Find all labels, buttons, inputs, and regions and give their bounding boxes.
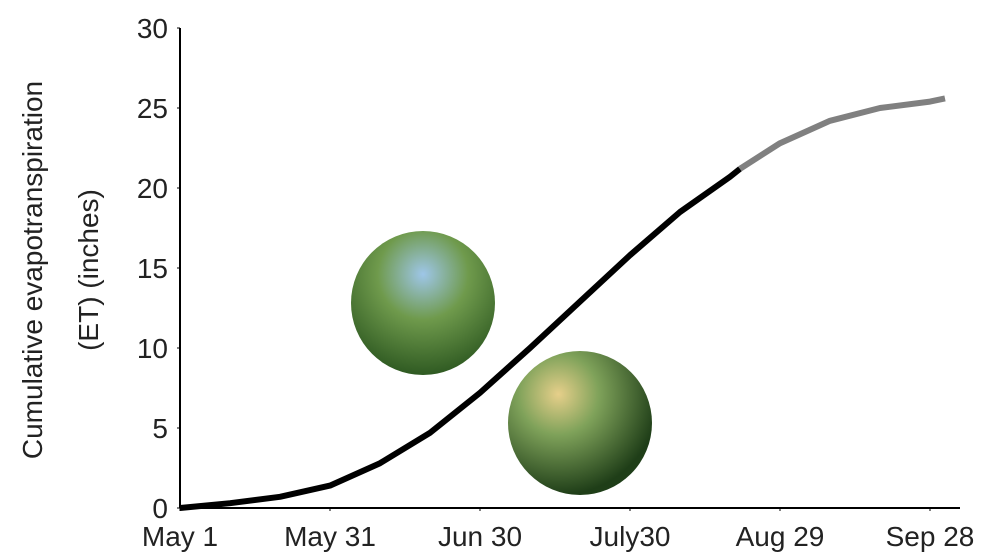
tassel-photo — [351, 231, 495, 375]
y-label-line: (ET) (inches) — [73, 189, 104, 351]
x-tick-label: Jun 30 — [438, 521, 522, 552]
y-tick-label: 5 — [152, 413, 168, 444]
data-line — [179, 166, 742, 511]
x-tick-label: Aug 29 — [736, 521, 825, 552]
ear-photo — [508, 351, 652, 495]
y-tick-label: 25 — [137, 93, 168, 124]
y-tick-label: 20 — [137, 173, 168, 204]
x-tick-label: July30 — [590, 521, 671, 552]
y-label-line: Cumulative evapotranspiration — [17, 81, 48, 459]
x-tick-label: Sep 28 — [886, 521, 975, 552]
y-tick-label: 0 — [152, 493, 168, 524]
y-tick-label: 15 — [137, 253, 168, 284]
data-line — [738, 95, 946, 172]
x-tick-label: May 31 — [284, 521, 376, 552]
y-axis-label: Cumulative evapotranspiration (ET) (inche… — [17, 81, 104, 459]
y-tick-label: 10 — [137, 333, 168, 364]
y-tick-label: 30 — [137, 13, 168, 44]
x-tick-label: May 1 — [142, 521, 218, 552]
